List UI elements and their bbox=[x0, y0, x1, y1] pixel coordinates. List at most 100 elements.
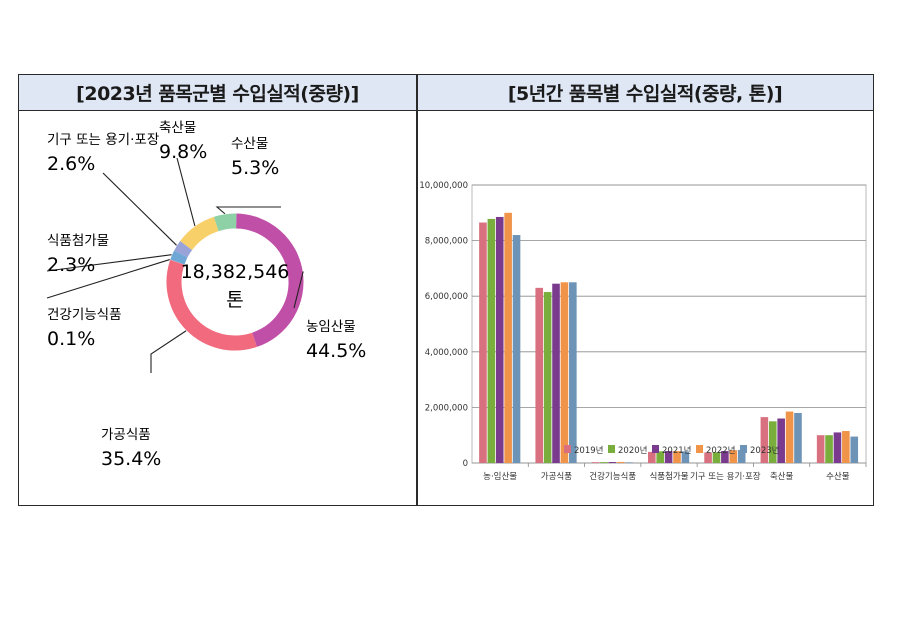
y-tick-label-5: 0 bbox=[462, 459, 467, 469]
bar-2-2 bbox=[608, 462, 616, 463]
bar-3-4 bbox=[681, 451, 689, 463]
bar-chart: 10,000,000 8,000,000 6,000,000 4,000,000 2,0… bbox=[419, 181, 866, 482]
donut-slice-5 bbox=[180, 216, 219, 251]
y-tick-label-1: 8,000,000 bbox=[424, 237, 467, 247]
bar-5-1 bbox=[768, 421, 777, 463]
slice-label-3: 식품첨가물 bbox=[47, 233, 109, 249]
bar-1-1 bbox=[543, 292, 551, 463]
legend-item-1: 2020년 bbox=[607, 445, 647, 456]
x-tick-label-3: 식품첨가물 bbox=[649, 472, 688, 482]
x-tick-label-4: 기구 또는 용기·포장 bbox=[689, 471, 760, 482]
leader-line-3 bbox=[46, 254, 172, 272]
plot-area bbox=[471, 184, 866, 464]
bar-5-4 bbox=[793, 412, 802, 463]
bar-3-2 bbox=[664, 451, 672, 463]
legend-swatch-2 bbox=[651, 445, 659, 453]
bar-3-0 bbox=[647, 451, 656, 463]
bar-6-1 bbox=[824, 435, 833, 463]
slice-percent-3: 2.3% bbox=[47, 254, 95, 276]
bar-2-4 bbox=[624, 462, 633, 463]
bar-4-3 bbox=[728, 450, 737, 463]
slice-label-0: 농임산물 bbox=[306, 319, 356, 335]
bar-3-1 bbox=[655, 451, 664, 463]
figure-frame: [2023년 품목군별 수입실적(중량)] [5년간 품목별 수입실적(중량, … bbox=[18, 74, 874, 506]
bar-2-0 bbox=[591, 462, 599, 463]
leader-line-1 bbox=[150, 330, 187, 373]
legend-swatch-3 bbox=[695, 445, 703, 453]
bar-5-2 bbox=[776, 418, 785, 463]
donut-slice-3 bbox=[170, 250, 188, 265]
bar-chart-title: [5년간 품목별 수입실적(중량, 톤)] bbox=[417, 75, 873, 111]
bar-2-1 bbox=[599, 462, 608, 463]
legend-swatch-4 bbox=[739, 445, 747, 453]
bar-4-4 bbox=[737, 449, 745, 463]
legend-label-0: 2019년 bbox=[574, 445, 603, 456]
bar-0-1 bbox=[487, 218, 495, 463]
legend-label-1: 2020년 bbox=[618, 445, 647, 456]
legend-item-4: 2023년 bbox=[739, 445, 779, 456]
bar-6-2 bbox=[833, 432, 841, 463]
donut-chart-title: [2023년 품목군별 수입실적(중량)] bbox=[19, 75, 416, 111]
bar-1-0 bbox=[534, 287, 543, 463]
bar-6-3 bbox=[841, 431, 850, 463]
leader-line-6 bbox=[215, 206, 281, 215]
legend-label-4: 2023년 bbox=[750, 445, 779, 456]
slice-percent-1: 35.4% bbox=[101, 448, 161, 470]
bar-4-1 bbox=[712, 452, 720, 463]
bar-0-3 bbox=[503, 212, 512, 463]
bar-5-3 bbox=[785, 411, 793, 463]
legend-item-0: 2019년 bbox=[563, 445, 603, 456]
slice-percent-6: 5.3% bbox=[231, 157, 279, 179]
slice-label-1: 가공식품 bbox=[101, 427, 151, 443]
slice-percent-2: 0.1% bbox=[47, 328, 95, 350]
legend-item-2: 2021년 bbox=[651, 445, 691, 456]
slice-percent-0: 44.5% bbox=[306, 340, 366, 362]
panel-divider bbox=[416, 75, 418, 505]
slice-label-6: 수산물 bbox=[231, 136, 268, 152]
bar-1-3 bbox=[560, 282, 568, 463]
bar-0-2 bbox=[495, 216, 504, 463]
x-tick-label-6: 수산물 bbox=[826, 471, 850, 482]
bar-0-4 bbox=[512, 235, 520, 463]
donut-center-value: 18,382,546 bbox=[181, 261, 290, 283]
slice-percent-5: 9.8% bbox=[159, 141, 207, 163]
bar-4-2 bbox=[720, 451, 729, 463]
y-tick-label-4: 2,000,000 bbox=[424, 403, 467, 413]
donut-slice-1 bbox=[166, 259, 257, 351]
legend-swatch-1 bbox=[607, 445, 615, 453]
leader-line-5 bbox=[176, 157, 196, 227]
bar-1-4 bbox=[568, 282, 577, 463]
bar-6-0 bbox=[816, 435, 824, 463]
donut-slice-4 bbox=[174, 240, 193, 258]
slice-label-5: 축산물 bbox=[159, 120, 196, 136]
bar-6-4 bbox=[849, 436, 858, 463]
bar-chart-panel: 10,000,000 8,000,000 6,000,000 4,000,000 2,0… bbox=[418, 111, 873, 505]
bar-2-3 bbox=[616, 461, 625, 463]
leader-line-0 bbox=[293, 271, 304, 309]
bar-0-0 bbox=[478, 222, 487, 463]
leader-line-2 bbox=[46, 259, 170, 299]
bar-1-2 bbox=[551, 283, 560, 463]
x-tick-label-2: 건강기능식품 bbox=[589, 471, 636, 482]
donut-slice-6 bbox=[213, 213, 237, 232]
legend-swatch-0 bbox=[563, 445, 571, 453]
leader-line-4 bbox=[102, 172, 177, 246]
bar-4-0 bbox=[703, 452, 712, 463]
y-tick-label-3: 4,000,000 bbox=[424, 348, 467, 358]
bar-5-0 bbox=[760, 417, 768, 463]
y-tick-label-0: 10,000,000 bbox=[419, 181, 468, 191]
y-tick-label-2: 6,000,000 bbox=[424, 292, 467, 302]
donut-slice-0 bbox=[235, 213, 304, 347]
slice-percent-4: 2.6% bbox=[47, 153, 95, 175]
legend-label-3: 2022년 bbox=[706, 445, 735, 456]
slice-label-4: 기구 또는 용기·포장 bbox=[47, 132, 159, 148]
legend-item-3: 2022년 bbox=[695, 445, 735, 456]
x-tick-label-5: 축산물 bbox=[769, 471, 793, 482]
legend-label-2: 2021년 bbox=[662, 445, 691, 456]
bar-3-3 bbox=[672, 451, 681, 463]
x-tick-label-1: 가공식품 bbox=[540, 472, 571, 482]
slice-label-2: 건강기능식품 bbox=[47, 307, 122, 323]
donut-center-unit: 톤 bbox=[226, 289, 243, 311]
